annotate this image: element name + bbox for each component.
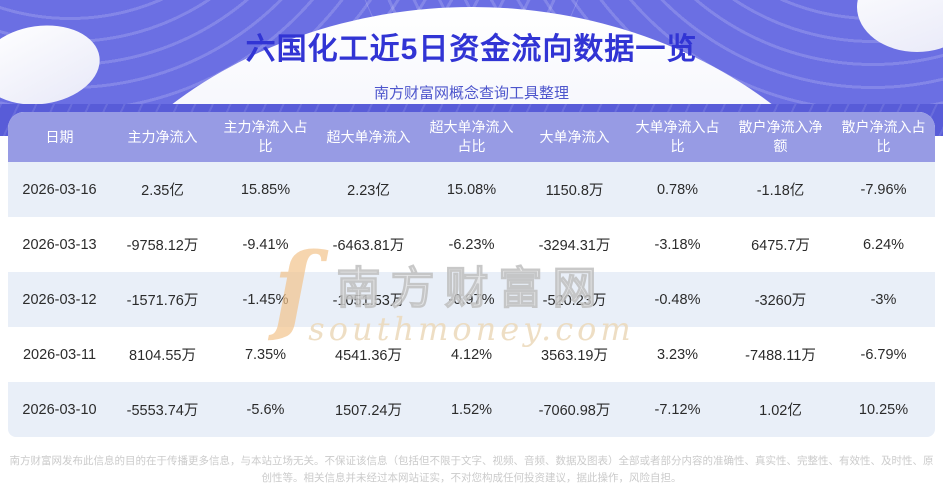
column-header-large-inflow-ratio: 大单净流入占比: [626, 112, 729, 162]
cell-retail-inflow-ratio: 10.25%: [858, 401, 909, 418]
cell-retail-inflow: -7488.11万: [745, 348, 816, 364]
column-header-superlarge-inflow-ratio: 超大单净流入占比: [420, 112, 523, 162]
table-row: 2026-03-10 -5553.74万 -5.6% 1507.24万 1.52…: [8, 382, 935, 437]
cell-date: 2026-03-11: [22, 346, 97, 363]
cell-large-inflow: -7060.98万: [538, 403, 611, 419]
cell-large-inflow: 1150.8万: [545, 183, 604, 199]
column-header-superlarge-inflow: 超大单净流入: [317, 112, 420, 162]
cell-superlarge-inflow: 1507.24万: [335, 403, 402, 419]
cell-superlarge-inflow-ratio: 15.08%: [446, 181, 497, 198]
cell-retail-inflow: -3260万: [754, 293, 807, 309]
cell-main-inflow-ratio: 7.35%: [244, 346, 287, 363]
cell-date: 2026-03-10: [22, 401, 97, 418]
cell-large-inflow-ratio: 0.78%: [656, 181, 699, 198]
cell-superlarge-inflow-ratio: 1.52%: [450, 401, 493, 418]
cell-retail-inflow-ratio: -6.79%: [860, 346, 907, 363]
cell-retail-inflow: 1.02亿: [759, 403, 802, 419]
cell-main-inflow-ratio: -1.45%: [242, 291, 289, 308]
page-title: 六国化工近5日资金流向数据一览: [245, 33, 698, 66]
table-body: 2026-03-16 2.35亿 15.85% 2.23亿 15.08% 115…: [8, 162, 935, 437]
table-row: 2026-03-11 8104.55万 7.35% 4541.36万 4.12%…: [8, 327, 935, 382]
cell-superlarge-inflow: -1051.53万: [332, 293, 405, 309]
cell-large-inflow-ratio: -7.12%: [654, 401, 701, 418]
cell-main-inflow: -1571.76万: [126, 293, 199, 309]
cell-main-inflow-ratio: 15.85%: [240, 181, 291, 198]
table-row: 2026-03-13 -9758.12万 -9.41% -6463.81万 -6…: [8, 217, 935, 272]
cell-main-inflow-ratio: -9.41%: [242, 236, 289, 253]
cell-superlarge-inflow: 4541.36万: [335, 348, 402, 364]
cell-large-inflow: -3294.31万: [538, 238, 611, 254]
column-header-main-inflow-ratio: 主力净流入占比: [214, 112, 317, 162]
column-header-retail-inflow-ratio: 散户净流入占比: [832, 112, 935, 162]
header-row: 日期 主力净流入 主力净流入占比 超大单净流入 超大单净流入占比 大单净流入 大…: [8, 112, 935, 162]
cell-superlarge-inflow-ratio: -6.23%: [448, 236, 495, 253]
cell-superlarge-inflow: 2.23亿: [347, 183, 390, 199]
cell-superlarge-inflow-ratio: -0.97%: [448, 291, 495, 308]
column-header-main-inflow: 主力净流入: [111, 112, 214, 162]
disclaimer-text: 南方财富网发布此信息的目的在于传播更多信息，与本站立场无关。不保证该信息（包括但…: [9, 455, 934, 484]
banner-text: 六国化工近5日资金流向数据一览 南方财富网概念查询工具整理: [0, 0, 943, 103]
cell-superlarge-inflow-ratio: 4.12%: [450, 346, 493, 363]
cell-superlarge-inflow: -6463.81万: [332, 238, 405, 254]
column-header-large-inflow: 大单净流入: [523, 112, 626, 162]
cell-retail-inflow: 6475.7万: [751, 238, 810, 254]
cell-date: 2026-03-13: [22, 236, 97, 253]
column-header-retail-inflow: 散户净流入净额: [729, 112, 832, 162]
cell-main-inflow: 2.35亿: [141, 183, 184, 199]
fund-flow-table: 日期 主力净流入 主力净流入占比 超大单净流入 超大单净流入占比 大单净流入 大…: [8, 112, 935, 437]
cell-large-inflow-ratio: -0.48%: [654, 291, 701, 308]
cell-large-inflow: 3563.19万: [541, 348, 608, 364]
column-header-date: 日期: [8, 112, 111, 162]
cell-retail-inflow-ratio: -7.96%: [860, 181, 907, 198]
cell-retail-inflow-ratio: 6.24%: [862, 236, 905, 253]
table-row: 2026-03-12 -1571.76万 -1.45% -1051.53万 -0…: [8, 272, 935, 327]
cell-main-inflow: 8104.55万: [129, 348, 196, 364]
cell-main-inflow-ratio: -5.6%: [246, 401, 285, 418]
table-header: 日期 主力净流入 主力净流入占比 超大单净流入 超大单净流入占比 大单净流入 大…: [8, 112, 935, 162]
cell-large-inflow: -520.23万: [542, 293, 607, 309]
cell-main-inflow: -5553.74万: [126, 403, 199, 419]
table-row: 2026-03-16 2.35亿 15.85% 2.23亿 15.08% 115…: [8, 162, 935, 217]
cell-date: 2026-03-12: [22, 291, 97, 308]
data-table-card: 日期 主力净流入 主力净流入占比 超大单净流入 超大单净流入占比 大单净流入 大…: [8, 112, 935, 437]
page-subtitle: 南方财富网概念查询工具整理: [373, 85, 569, 102]
cell-large-inflow-ratio: -3.18%: [654, 236, 701, 253]
cell-retail-inflow: -1.18亿: [756, 183, 805, 199]
cell-date: 2026-03-16: [22, 181, 97, 198]
cell-retail-inflow-ratio: -3%: [870, 291, 897, 308]
cell-large-inflow-ratio: 3.23%: [656, 346, 699, 363]
cell-main-inflow: -9758.12万: [126, 238, 199, 254]
